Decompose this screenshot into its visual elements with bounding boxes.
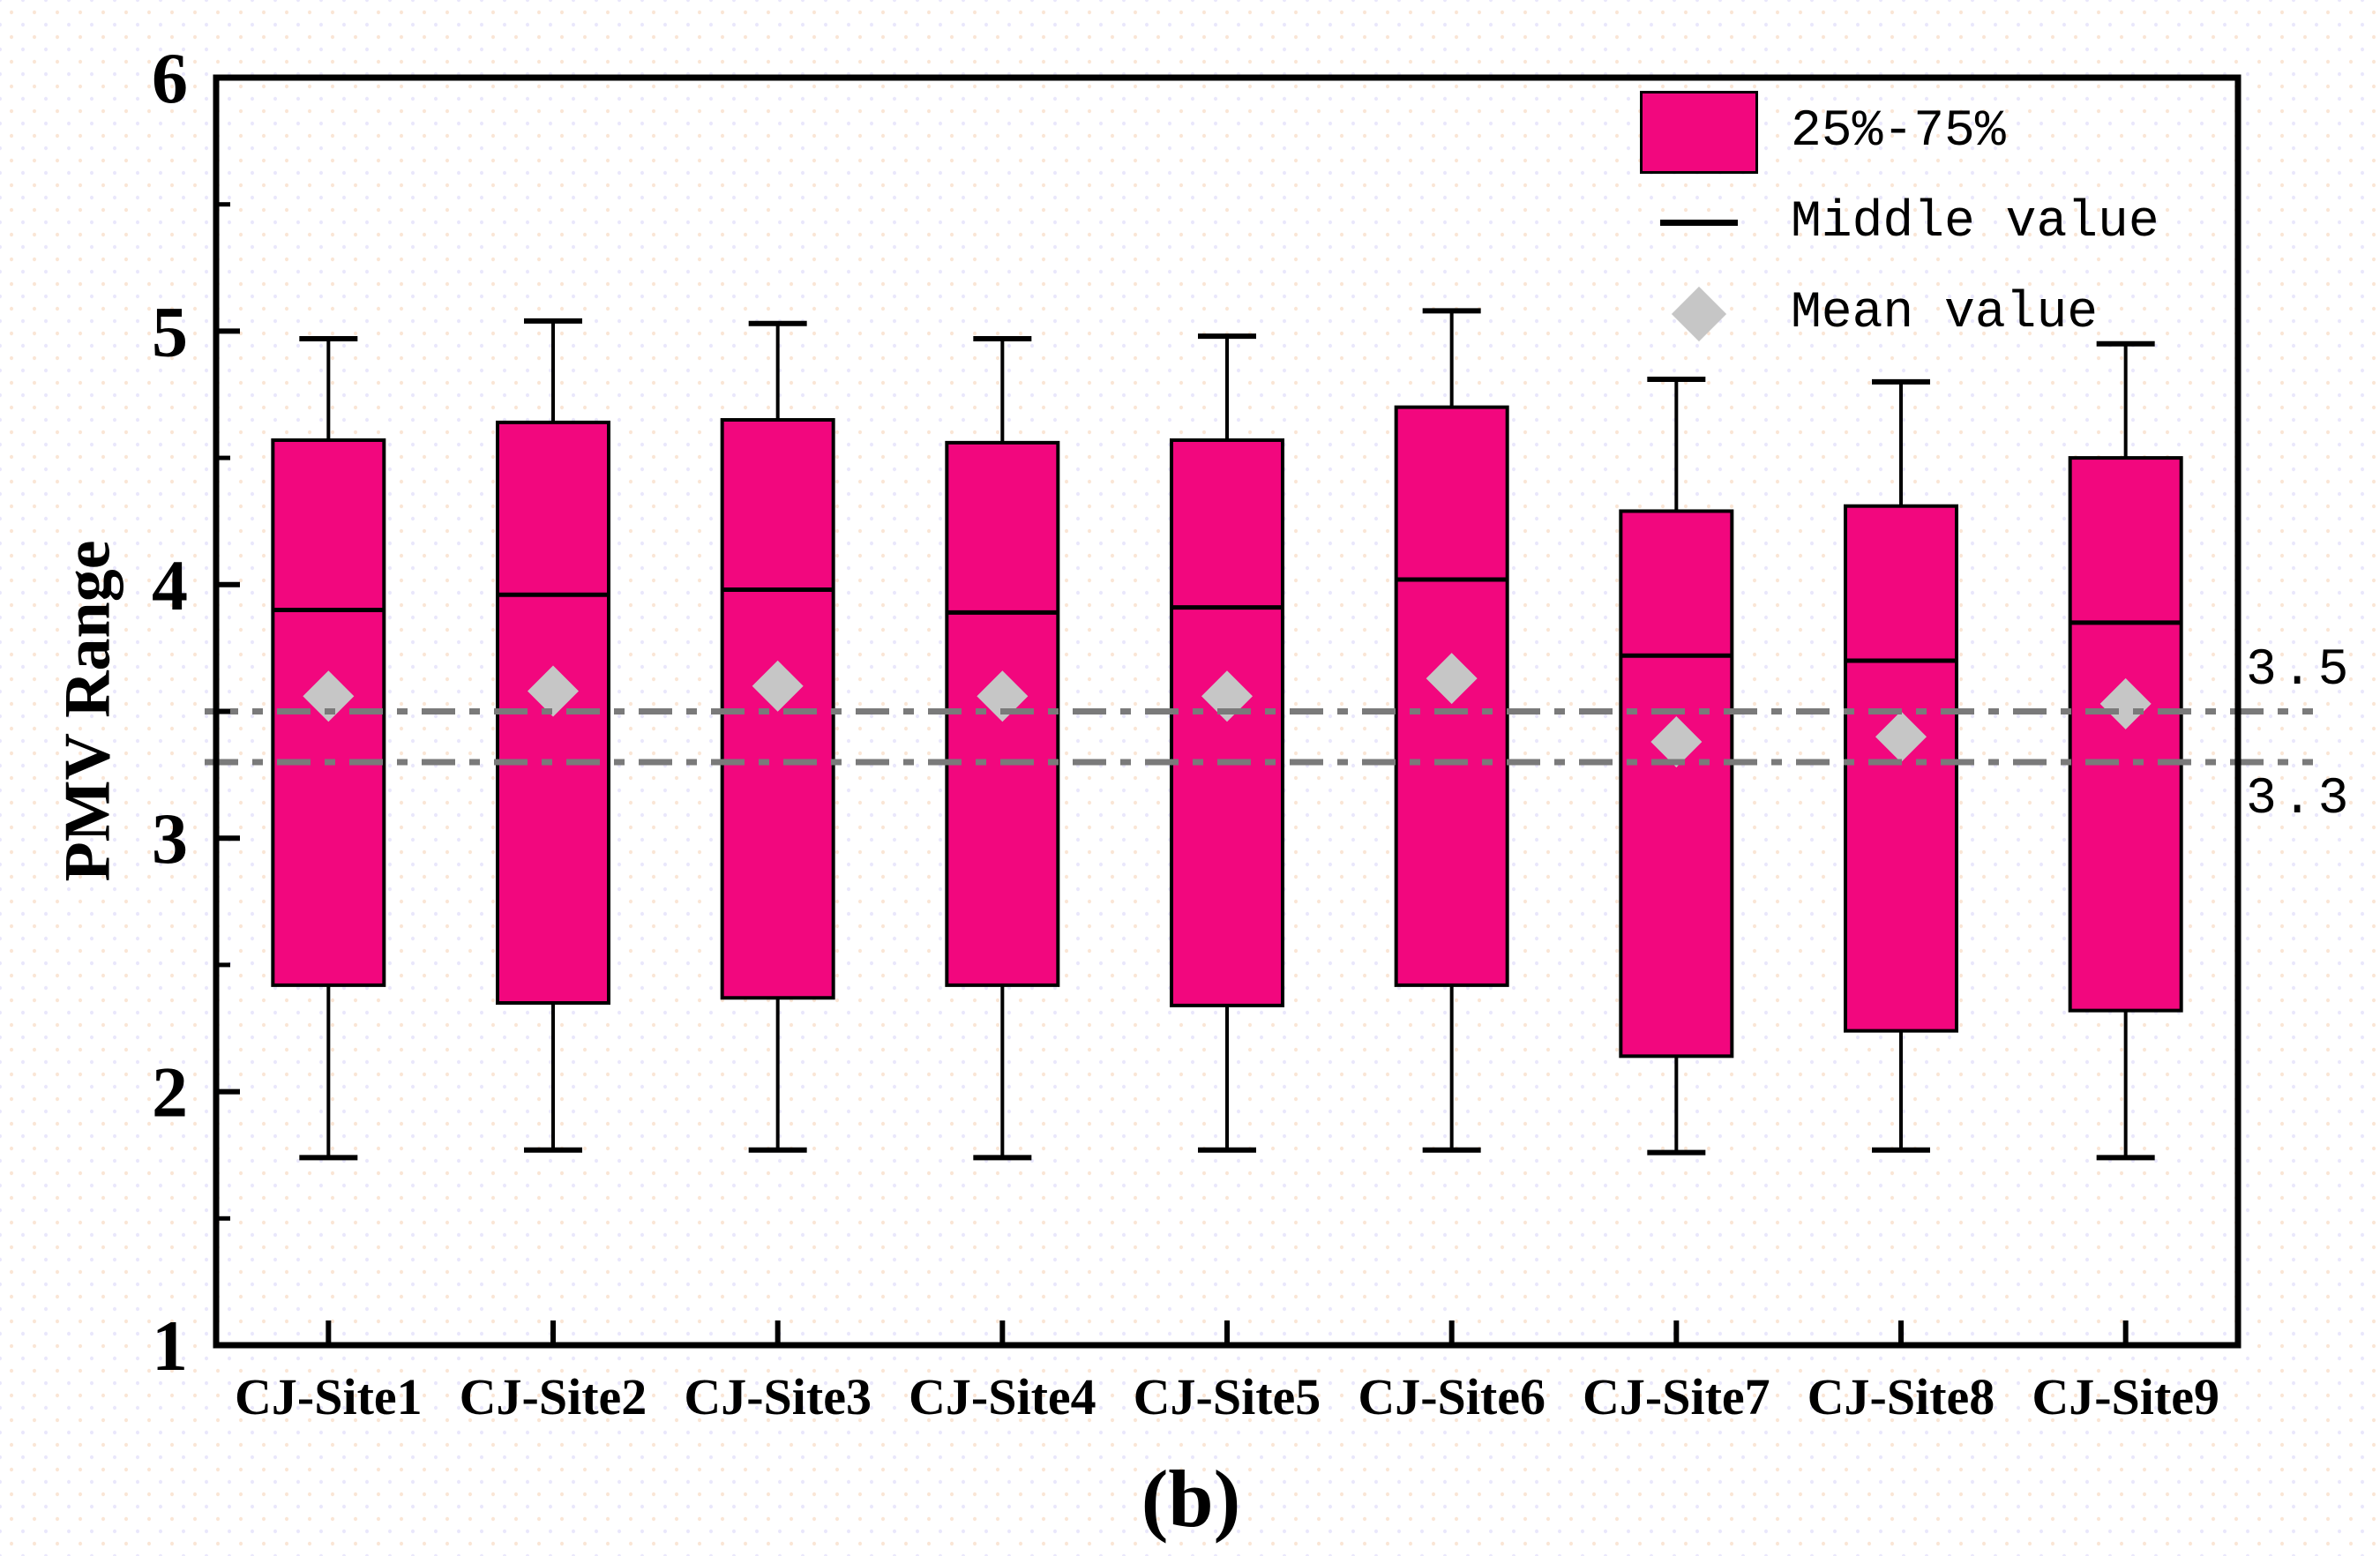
legend-label-median: Middle value (1791, 194, 2159, 251)
y-axis-tick-label: 2 (152, 1052, 188, 1133)
legend-row-median: Middle value (1637, 177, 2159, 268)
y-axis-tick-label: 6 (152, 38, 188, 118)
ref-line-label-lower: 3.3 (2246, 771, 2354, 828)
legend-row-iqr: 25%-75% (1637, 86, 2159, 177)
iqr-box (1619, 509, 1734, 1059)
legend-swatch-col (1637, 90, 1761, 174)
x-axis-category-label: CJ-Site3 (684, 1368, 872, 1425)
x-axis-category-label: CJ-Site5 (1134, 1368, 1321, 1425)
x-axis-category-label: CJ-Site4 (909, 1368, 1096, 1425)
x-axis-category-label: CJ-Site6 (1358, 1368, 1546, 1425)
mean-diamond-marker (1650, 715, 1703, 767)
x-axis-category-label: CJ-Site1 (235, 1368, 423, 1425)
legend-label-mean: Mean value (1791, 285, 2099, 342)
y-axis-tick-label: 3 (152, 798, 188, 879)
mean-diamond-marker (752, 660, 804, 712)
iqr-box (1170, 438, 1284, 1007)
median-line-swatch-icon (1660, 220, 1738, 226)
mean-diamond-swatch-icon (1671, 286, 1727, 341)
mean-diamond-marker (528, 665, 579, 717)
iqr-box (2068, 456, 2183, 1013)
y-axis-tick-label: 4 (152, 545, 188, 625)
mean-diamond-marker (1875, 711, 1927, 763)
mean-diamond-marker (2099, 677, 2152, 729)
iqr-box-swatch-icon (1640, 90, 1758, 174)
legend-label-iqr: 25%-75% (1791, 103, 2006, 161)
legend-row-mean: Mean value (1637, 268, 2159, 359)
legend: 25%-75% Middle value Mean value (1637, 86, 2159, 359)
x-axis-category-label: CJ-Site7 (1583, 1368, 1770, 1425)
figure-caption: (b) (1141, 1454, 1241, 1544)
x-axis-category-label: CJ-Site2 (460, 1368, 647, 1425)
ref-line-label-upper: 3.5 (2246, 642, 2354, 699)
x-axis-category-label: CJ-Site8 (1807, 1368, 1995, 1425)
y-axis-tick-label: 1 (152, 1305, 188, 1386)
iqr-box (1844, 504, 1958, 1033)
mean-diamond-marker (1426, 653, 1478, 705)
y-axis-tick-label: 5 (152, 291, 188, 371)
x-axis-category-label: CJ-Site9 (2032, 1368, 2219, 1425)
legend-swatch-col (1637, 220, 1761, 226)
mean-diamond-marker (303, 670, 355, 722)
y-axis-title: PMV Range (51, 540, 124, 882)
legend-swatch-col (1637, 286, 1761, 341)
